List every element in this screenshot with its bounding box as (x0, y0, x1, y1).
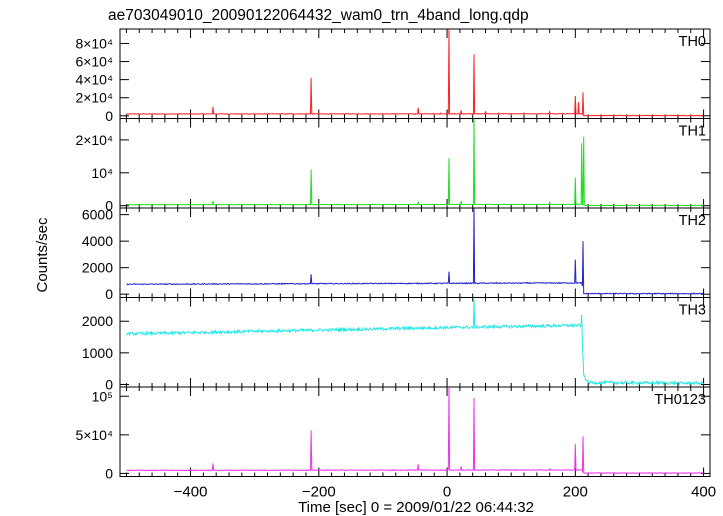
y-tick-label: 0 (105, 286, 113, 302)
y-tick-label: 5×10⁴ (75, 427, 113, 443)
y-tick-label: 1000 (82, 345, 113, 361)
panel-frame (119, 297, 711, 388)
y-tick-label: 4000 (82, 233, 113, 249)
panel-frame (119, 386, 711, 477)
panel-th0: 0 2×10⁴ 4×10⁴ 6×10⁴ 8×10⁴ TH0 (75, 28, 711, 124)
panel-label: TH0123 (654, 392, 706, 408)
y-tick-label: 10⁴ (91, 165, 113, 181)
y-tick-label: 2×10⁴ (75, 132, 113, 148)
y-axis-label: Counts/sec (34, 217, 51, 293)
y-tick-label: 8×10⁴ (75, 35, 113, 51)
panel-label: TH3 (679, 303, 706, 319)
x-tick-label: 0 (443, 484, 451, 501)
panel-th1: 0 10⁴ 2×10⁴ TH1 (75, 118, 711, 214)
y-tick-label: 6×10⁴ (75, 54, 113, 70)
panel-frame (119, 28, 711, 119)
y-tick-label: 0 (105, 376, 113, 392)
panel-th2: 0 2000 4000 6000 TH2 (82, 207, 711, 302)
panel-th0123: 0 5×10⁴ 10⁵ TH0123 (75, 386, 711, 481)
y-tick-label: 2000 (82, 260, 113, 276)
y-tick-label: 0 (105, 108, 113, 124)
x-tick-label: −200 (302, 484, 336, 501)
series-line-th0123 (126, 386, 704, 474)
panel-label: TH2 (679, 213, 706, 229)
x-axis-label: Time [sec] 0 = 2009/01/22 06:44:32 (298, 499, 534, 516)
y-tick-label: 2000 (82, 313, 113, 329)
panel-label: TH0 (679, 34, 706, 50)
y-tick-label: 10⁵ (92, 388, 113, 404)
y-tick-label: 0 (105, 198, 113, 214)
y-tick-label: 2×10⁴ (75, 90, 113, 106)
x-tick-label: −400 (174, 484, 208, 501)
series-line-th0 (126, 28, 704, 117)
x-tick-label: 200 (563, 484, 588, 501)
series-line-th1 (126, 118, 704, 207)
y-tick-label: 4×10⁴ (75, 72, 113, 88)
y-tick-label: 0 (105, 465, 113, 481)
panel-label: TH1 (679, 124, 706, 140)
y-tick-label: 6000 (82, 207, 113, 223)
panels-group: 0 2×10⁴ 4×10⁴ 6×10⁴ 8×10⁴ TH0 0 10⁴ 2×10⁴ TH1 0 200… (75, 28, 716, 501)
panel-th3: 0 1000 2000 TH3 (82, 297, 711, 392)
series-line-th3 (126, 299, 704, 387)
chart-title: ae703049010_20090122064432_wam0_trn_4ban… (108, 7, 529, 24)
panel-frame (119, 118, 711, 209)
x-tick-label: 400 (691, 484, 716, 501)
series-line-th2 (126, 207, 704, 295)
